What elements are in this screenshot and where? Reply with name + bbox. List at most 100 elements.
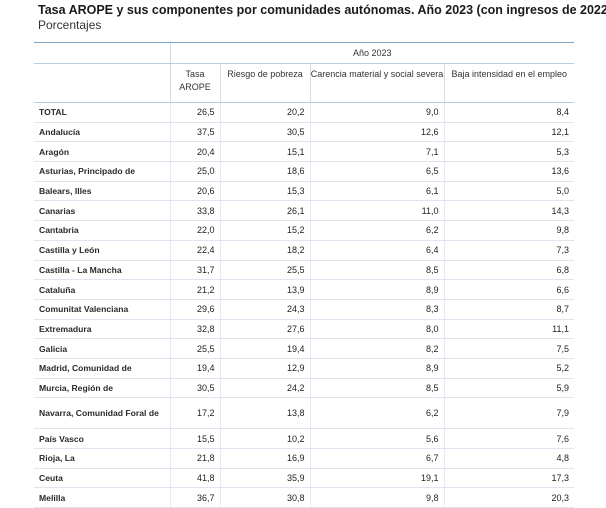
value-cell: 8,2 [309, 338, 444, 359]
value-cell: 30,5 [219, 122, 310, 143]
value-cell: 16,9 [219, 448, 310, 469]
value-cell: 5,2 [443, 358, 574, 379]
value-cell: 37,5 [169, 122, 220, 143]
value-cell: 6,1 [309, 181, 444, 202]
table-row: Ceuta 41,8 35,9 19,1 17,3 [34, 468, 574, 489]
region-cell: Aragón [34, 141, 170, 163]
value-cell: 22,4 [169, 240, 220, 261]
value-cell: 25,5 [169, 338, 220, 359]
value-cell: 5,3 [443, 141, 574, 163]
value-cell: 21,2 [169, 279, 220, 300]
value-cell: 17,2 [169, 397, 220, 430]
region-cell: TOTAL [34, 102, 170, 123]
region-cell: Extremadura [34, 319, 170, 340]
region-cell: Rioja, La [34, 448, 170, 469]
value-cell: 8,9 [309, 279, 444, 300]
value-cell: 27,6 [219, 319, 310, 340]
column-header-tasa-arope: Tasa AROPE [169, 63, 220, 103]
region-cell: Cantabria [34, 220, 170, 241]
value-cell: 7,3 [443, 240, 574, 261]
table-row: Cantabria 22,0 15,2 6,2 9,8 [34, 220, 574, 241]
value-cell: 5,0 [443, 181, 574, 202]
value-cell: 5,6 [309, 428, 444, 449]
column-header-riesgo-pobreza: Riesgo de pobreza [219, 63, 310, 103]
table-row: Aragón 20,4 15,1 7,1 5,3 [34, 141, 574, 163]
value-cell: 32,8 [169, 319, 220, 340]
value-cell: 29,6 [169, 299, 220, 320]
column-header-carencia-material: Carencia material y social severa [309, 63, 444, 103]
value-cell: 31,7 [169, 260, 220, 281]
table-row: Comunitat Valenciana 29,6 24,3 8,3 8,7 [34, 299, 574, 320]
value-cell: 26,5 [169, 102, 220, 123]
region-cell: Galicia [34, 338, 170, 359]
value-cell: 6,4 [309, 240, 444, 261]
table-row: Galicia 25,5 19,4 8,2 7,5 [34, 338, 574, 359]
value-cell: 12,1 [443, 122, 574, 143]
value-cell: 8,3 [309, 299, 444, 320]
value-cell: 24,3 [219, 299, 310, 320]
value-cell: 15,1 [219, 141, 310, 163]
value-cell: 4,8 [443, 448, 574, 469]
value-cell: 8,7 [443, 299, 574, 320]
value-cell: 20,4 [169, 141, 220, 163]
value-cell: 9,0 [309, 102, 444, 123]
table-row: Extremadura 32,8 27,6 8,0 11,1 [34, 319, 574, 340]
value-cell: 6,5 [309, 161, 444, 182]
table-row: Melilla 36,7 30,8 9,8 20,3 [34, 487, 574, 508]
region-cell: Navarra, Comunidad Foral de [34, 397, 170, 430]
value-cell: 17,3 [443, 468, 574, 489]
table-row: Canarias 33,8 26,1 11,0 14,3 [34, 200, 574, 222]
value-cell: 13,9 [219, 279, 310, 300]
value-cell: 8,9 [309, 358, 444, 379]
region-cell: País Vasco [34, 428, 170, 449]
value-cell: 15,2 [219, 220, 310, 241]
value-cell: 35,9 [219, 468, 310, 489]
value-cell: 20,2 [219, 102, 310, 123]
value-cell: 13,8 [219, 397, 310, 430]
group-header-row: Año 2023 [34, 42, 574, 64]
table-row: Murcia, Región de 30,5 24,2 8,5 5,9 [34, 378, 574, 399]
value-cell: 6,8 [443, 260, 574, 281]
value-cell: 12,9 [219, 358, 310, 379]
page-title: Tasa AROPE y sus componentes por comunid… [38, 3, 606, 17]
value-cell: 6,6 [443, 279, 574, 300]
page-subtitle: Porcentajes [38, 18, 102, 32]
value-cell: 7,5 [443, 338, 574, 359]
value-cell: 9,8 [443, 220, 574, 241]
value-cell: 21,8 [169, 448, 220, 469]
value-cell: 22,0 [169, 220, 220, 241]
value-cell: 8,4 [443, 102, 574, 123]
table-row: Castilla y León 22,4 18,2 6,4 7,3 [34, 240, 574, 261]
value-cell: 8,5 [309, 260, 444, 281]
table-row: TOTAL 26,5 20,2 9,0 8,4 [34, 102, 574, 123]
value-cell: 18,6 [219, 161, 310, 182]
value-cell: 33,8 [169, 200, 220, 222]
value-cell: 36,7 [169, 487, 220, 508]
value-cell: 19,4 [169, 358, 220, 379]
value-cell: 11,1 [443, 319, 574, 340]
value-cell: 7,6 [443, 428, 574, 449]
value-cell: 10,2 [219, 428, 310, 449]
column-header-baja-intensidad: Baja intensidad en el empleo [443, 63, 574, 103]
region-cell: Castilla y León [34, 240, 170, 261]
region-cell: Canarias [34, 200, 170, 222]
value-cell: 41,8 [169, 468, 220, 489]
value-cell: 20,3 [443, 487, 574, 508]
corner-cell [34, 42, 170, 64]
table-row: Rioja, La 21,8 16,9 6,7 4,8 [34, 448, 574, 469]
table-row: Madrid, Comunidad de 19,4 12,9 8,9 5,2 [34, 358, 574, 379]
value-cell: 25,5 [219, 260, 310, 281]
region-cell: Andalucía [34, 122, 170, 143]
region-cell: Ceuta [34, 468, 170, 489]
region-cell: Murcia, Región de [34, 378, 170, 399]
value-cell: 11,0 [309, 200, 444, 222]
table-row: Andalucía 37,5 30,5 12,6 12,1 [34, 122, 574, 143]
value-cell: 24,2 [219, 378, 310, 399]
value-cell: 14,3 [443, 200, 574, 222]
value-cell: 30,8 [219, 487, 310, 508]
value-cell: 25,0 [169, 161, 220, 182]
region-cell: Balears, Illes [34, 181, 170, 202]
value-cell: 12,6 [309, 122, 444, 143]
table-row: País Vasco 15,5 10,2 5,6 7,6 [34, 428, 574, 449]
region-cell: Asturias, Principado de [34, 161, 170, 182]
